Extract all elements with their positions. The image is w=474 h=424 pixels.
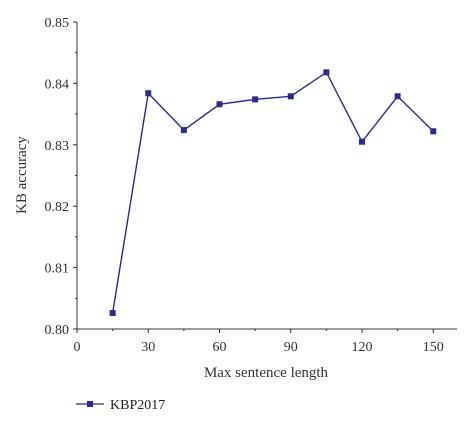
legend-label: KBP2017 (110, 398, 165, 413)
x-tick-label: 120 (352, 340, 373, 355)
y-tick-label: 0.81 (45, 262, 70, 277)
data-point (109, 310, 116, 317)
y-ticks: 0.80 0.81 0.82 0.83 0.84 0.85 (45, 16, 77, 338)
x-tick-label: 150 (423, 340, 444, 355)
series-layer (109, 69, 437, 317)
y-tick-label: 0.84 (45, 77, 70, 92)
series-line (111, 71, 434, 314)
data-point (323, 69, 330, 76)
x-tick-label: 30 (141, 340, 155, 355)
data-point (216, 101, 223, 108)
y-tick-label: 0.80 (45, 323, 70, 338)
x-ticks: 0 30 60 90 120 150 (74, 329, 444, 355)
data-point (287, 93, 294, 100)
data-point (430, 128, 437, 135)
legend-marker (87, 401, 93, 407)
x-tick-label: 90 (284, 340, 298, 355)
x-tick-label: 0 (74, 340, 81, 355)
y-tick-label: 0.83 (45, 139, 70, 154)
data-point (145, 90, 152, 97)
axes (76, 22, 457, 330)
x-axis-title: Max sentence length (204, 365, 329, 381)
data-point (252, 96, 259, 103)
y-axis-title: KB accuracy (14, 136, 30, 214)
data-point (359, 138, 365, 145)
y-tick-label: 0.85 (45, 16, 70, 31)
data-point (394, 93, 401, 100)
legend: KBP2017 (76, 398, 165, 413)
y-tick-label: 0.82 (45, 200, 70, 215)
data-point (180, 127, 187, 134)
x-tick-label: 60 (213, 340, 227, 355)
